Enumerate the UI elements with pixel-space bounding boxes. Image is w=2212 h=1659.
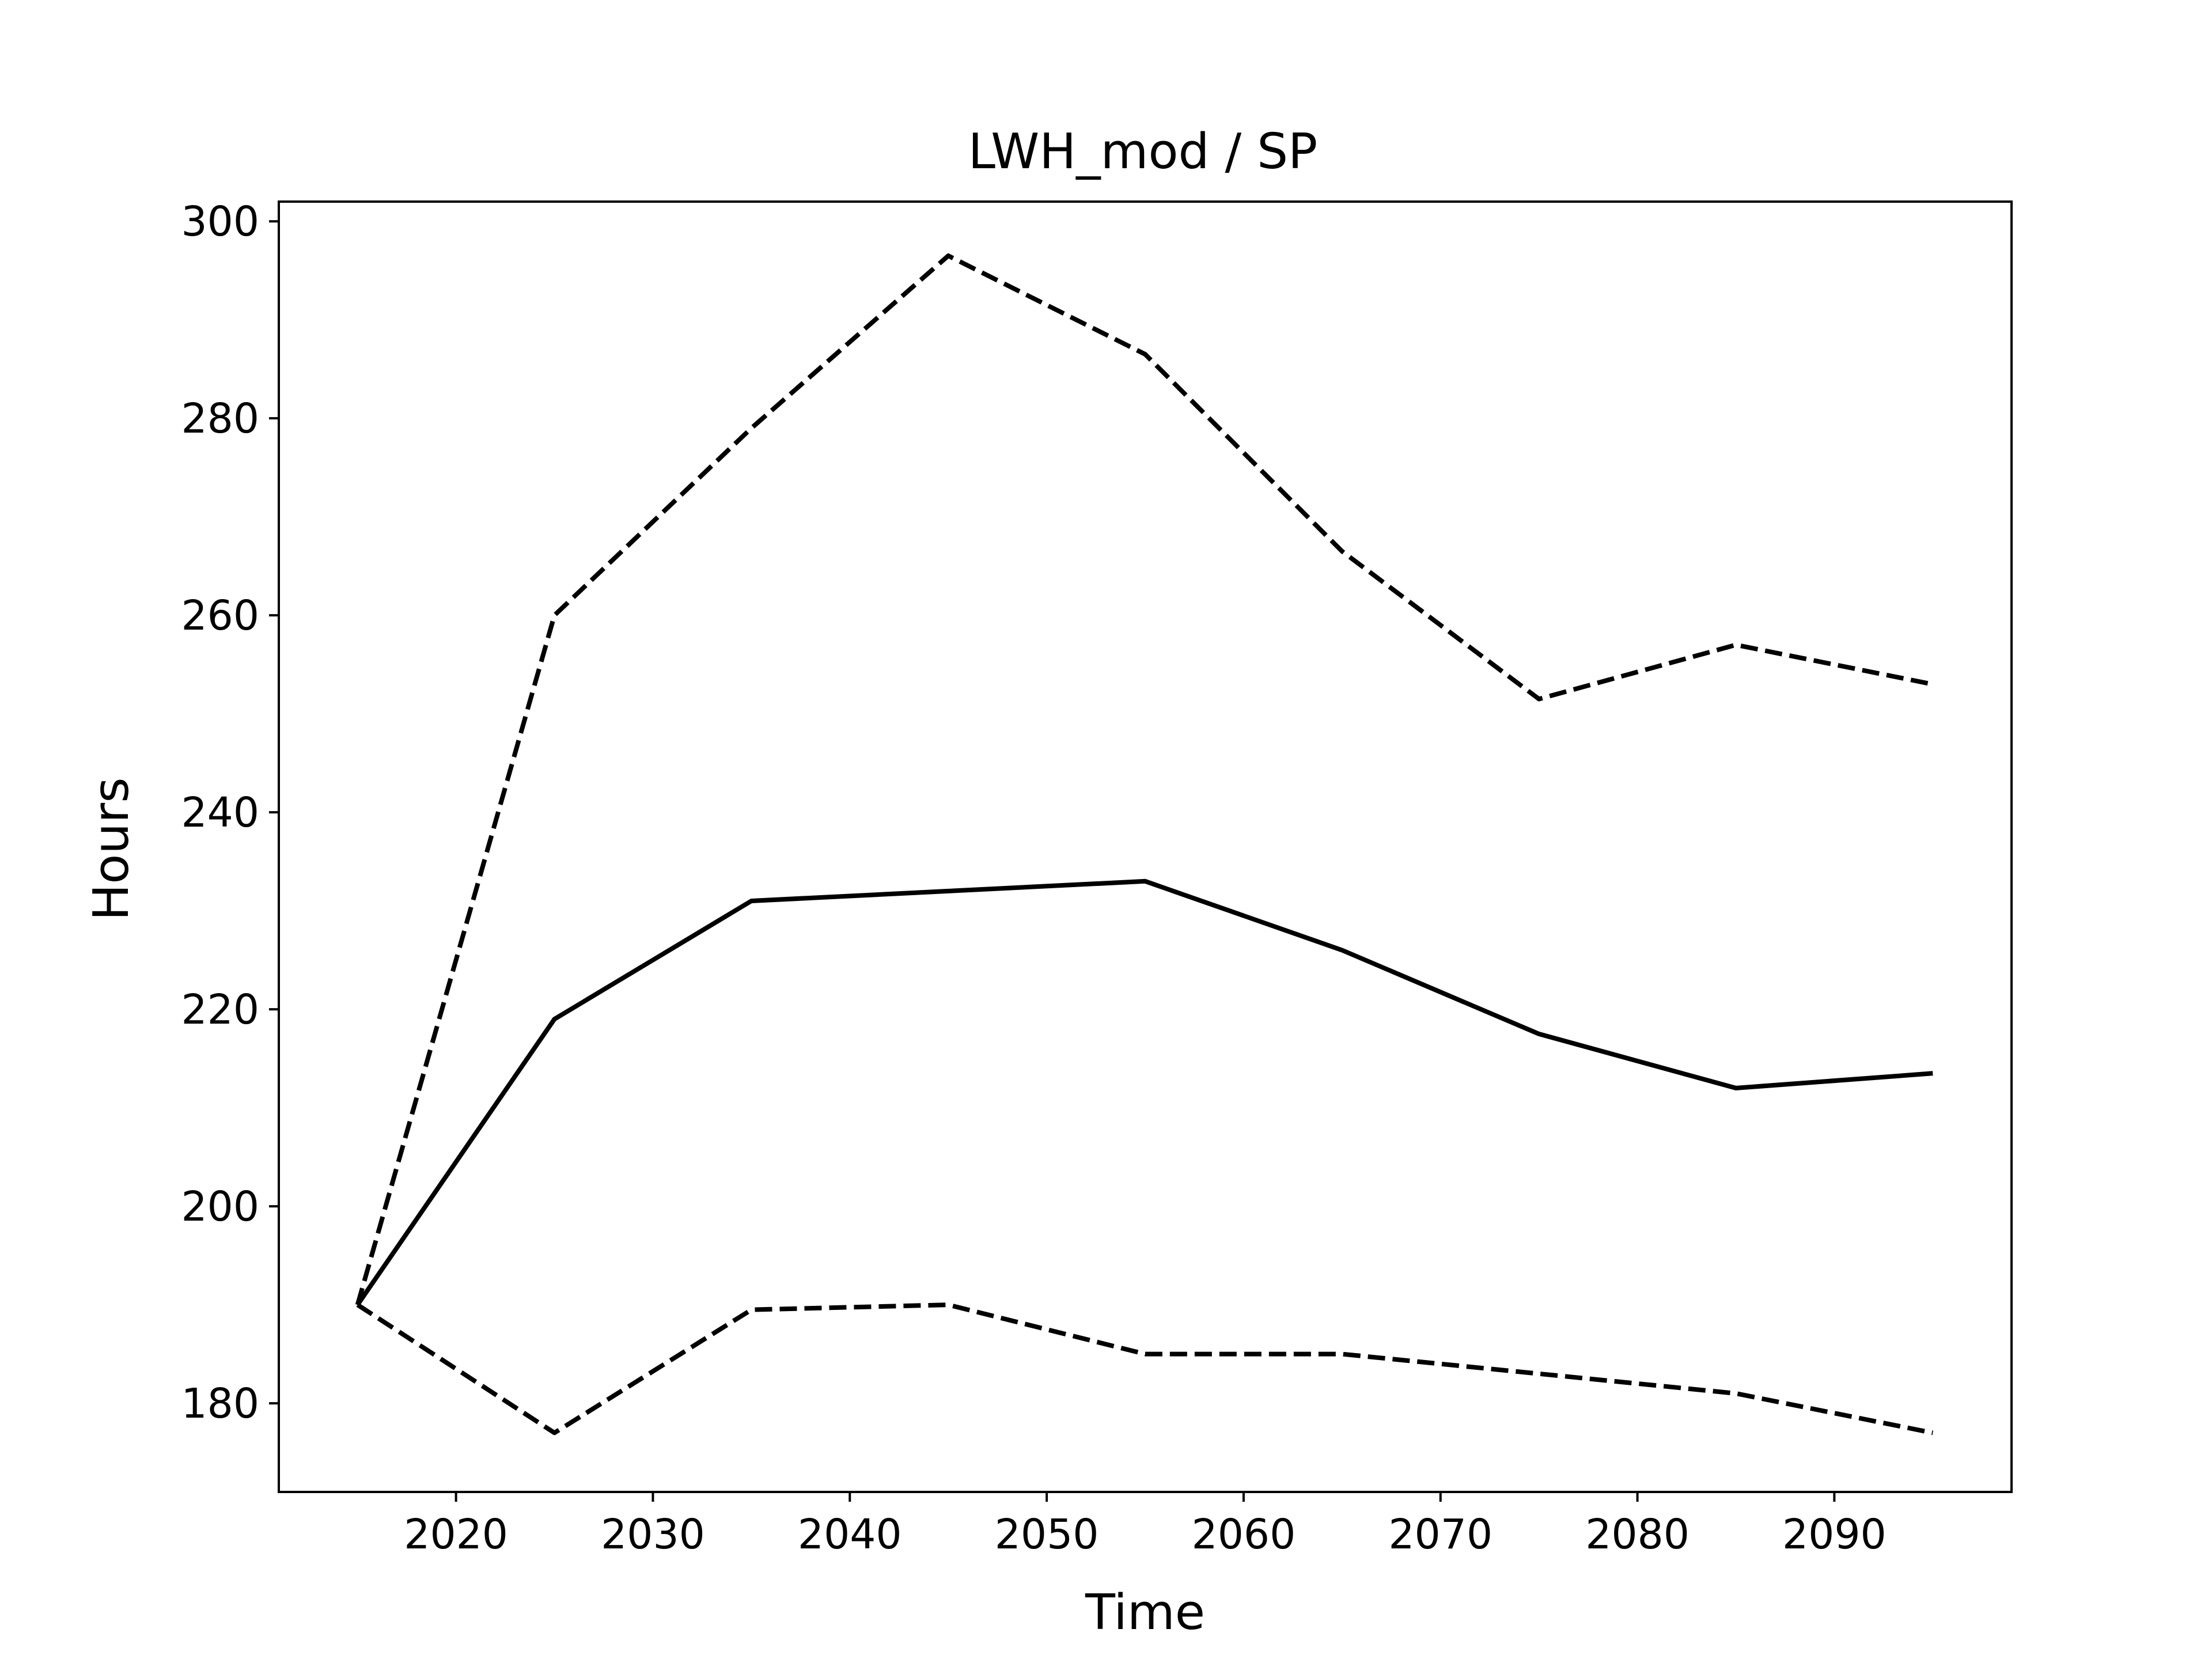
y-tick-label: 260 <box>181 592 259 639</box>
y-tick-label: 200 <box>181 1183 259 1230</box>
x-tick-label: 2080 <box>1585 1510 1690 1558</box>
x-tick-label: 2060 <box>1192 1510 1296 1558</box>
x-axis-label: Time <box>1085 1584 1205 1641</box>
x-axis: 2020 2030 2040 2050 2060 2070 2080 2090 <box>404 1492 1887 1558</box>
y-tick-label: 300 <box>181 198 259 245</box>
x-tick-label: 2070 <box>1388 1510 1493 1558</box>
x-tick-label: 2040 <box>798 1510 902 1558</box>
x-tick-label: 2050 <box>995 1510 1099 1558</box>
chart-title: LWH_mod / SP <box>968 123 1318 180</box>
x-tick-label: 2090 <box>1782 1510 1887 1558</box>
series-line-1-solid <box>355 878 1933 1306</box>
plot-frame <box>278 200 2013 1493</box>
y-tick-label: 220 <box>181 986 259 1033</box>
series-line-2-dashed <box>355 253 1934 1306</box>
x-tick-label: 2030 <box>601 1510 705 1558</box>
plot-area <box>355 253 1934 1435</box>
series-line-3-dashed <box>356 1302 1934 1435</box>
x-tick-label: 2020 <box>404 1510 508 1558</box>
y-tick-label: 240 <box>181 789 259 836</box>
y-axis-label: Hours <box>83 777 140 921</box>
y-axis: 180 200 220 240 260 280 300 <box>181 198 279 1427</box>
y-tick-label: 180 <box>181 1380 259 1427</box>
y-tick-label: 280 <box>181 395 259 442</box>
